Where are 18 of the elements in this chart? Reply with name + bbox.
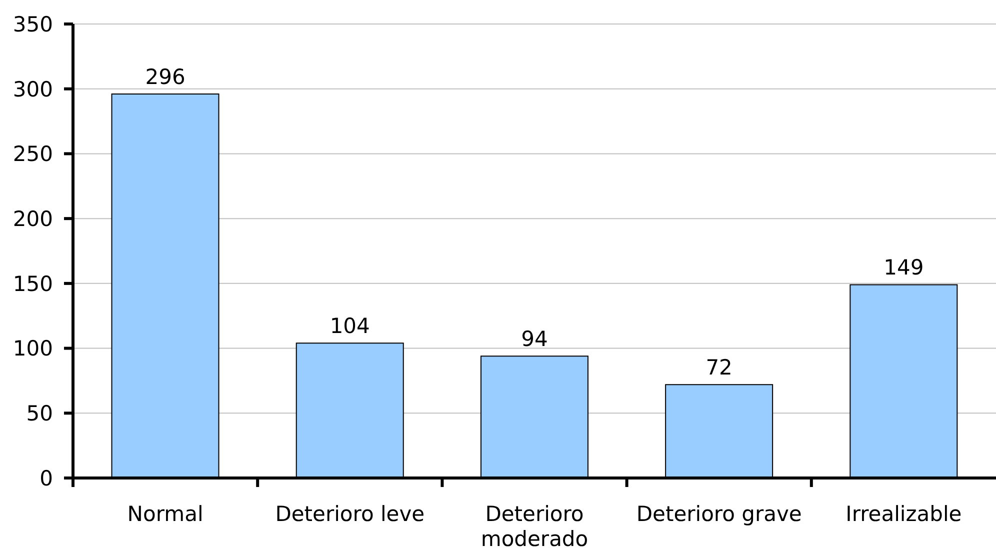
data-label: 104 (330, 314, 370, 338)
y-tick-label: 50 (26, 402, 53, 426)
y-tick-label: 250 (12, 142, 53, 166)
y-tick-label: 350 (12, 12, 53, 36)
x-tick-label: Deterioro grave (636, 502, 802, 526)
x-tick-label: Normal (127, 502, 204, 526)
x-tick-label: Deterioro moderado (480, 502, 588, 551)
data-label: 72 (706, 356, 732, 380)
y-tick-label: 150 (12, 272, 53, 296)
y-tick-label: 100 (12, 336, 53, 361)
y-tick-label: 0 (40, 466, 53, 490)
x-tick-label: Irrealizable (846, 502, 962, 526)
y-tick-label: 200 (12, 207, 53, 232)
y-tick-label: 300 (12, 77, 53, 102)
data-label: 94 (521, 327, 548, 352)
x-tick-label: Deterioro leve (275, 502, 425, 526)
data-label: 296 (145, 65, 186, 90)
data-label: 149 (884, 256, 924, 280)
